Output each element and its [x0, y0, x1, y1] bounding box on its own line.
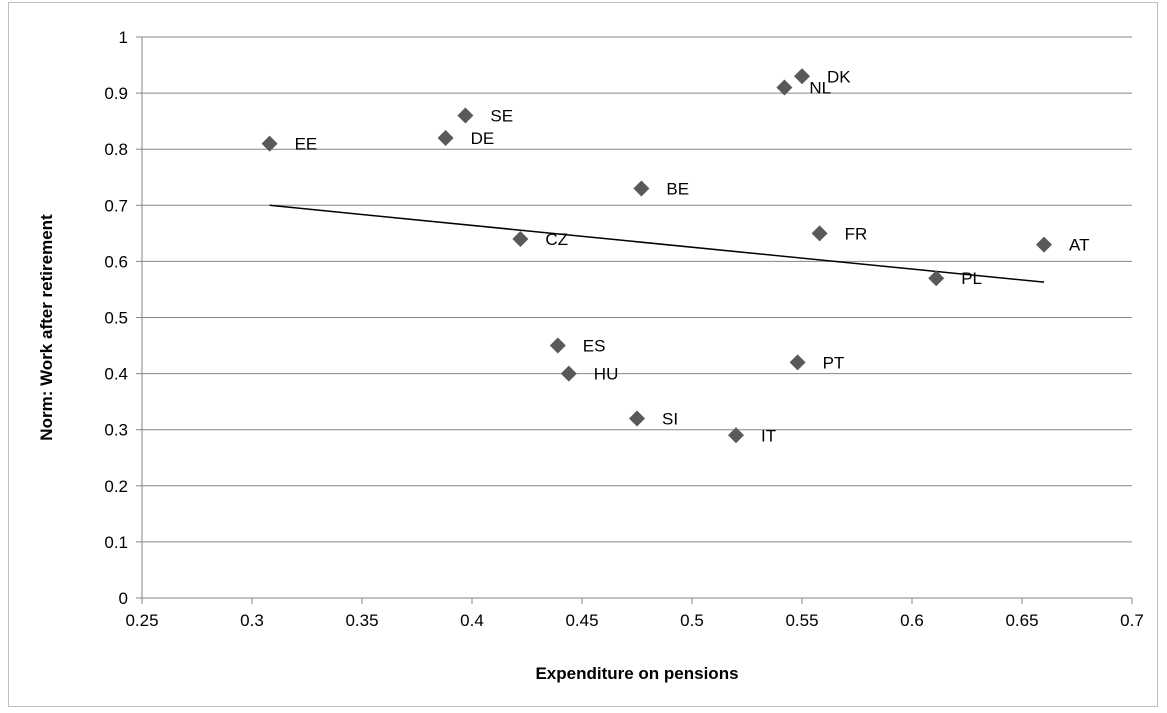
x-axis-title: Expenditure on pensions: [535, 664, 738, 683]
x-tick-label: 0.4: [460, 611, 484, 630]
data-point-fr: [811, 225, 828, 242]
y-tick-label: 0.4: [104, 365, 128, 384]
data-point-si: [629, 410, 645, 427]
x-tick-label: 0.5: [680, 611, 704, 630]
point-label-cz: CZ: [545, 230, 568, 249]
data-point-it: [728, 427, 744, 444]
point-label-pl: PL: [961, 269, 982, 288]
data-point-ee: [261, 135, 278, 152]
y-tick-label: 0.6: [104, 252, 128, 271]
data-point-se: [457, 107, 474, 124]
point-label-fr: FR: [845, 224, 868, 243]
y-tick-label: 0.9: [104, 84, 128, 103]
data-point-pl: [928, 270, 945, 287]
y-tick-label: 0.8: [104, 140, 128, 159]
trendline-layer: [269, 204, 1045, 283]
data-point-de: [437, 129, 454, 146]
point-label-it: IT: [761, 426, 776, 445]
point-label-de: DE: [471, 129, 495, 148]
y-axis-title: Norm: Work after retirement: [37, 214, 56, 441]
data-point-at: [1036, 236, 1052, 253]
data-point-cz: [512, 230, 529, 247]
y-tick-label: 0.3: [104, 421, 128, 440]
point-label-nl: NL: [809, 78, 831, 97]
x-tick-label: 0.65: [1005, 611, 1038, 630]
chart-frame: [8, 2, 1158, 707]
y-tick-label: 0.7: [104, 196, 128, 215]
point-label-dk: DK: [827, 67, 851, 86]
point-label-be: BE: [666, 179, 689, 198]
data-point-nl: [776, 79, 793, 96]
data-point-pt: [789, 354, 806, 371]
data-point-hu: [560, 365, 577, 382]
point-label-si: SI: [662, 409, 678, 428]
point-label-hu: HU: [594, 365, 619, 384]
x-tick-label: 0.35: [345, 611, 378, 630]
point-label-pt: PT: [823, 353, 845, 372]
point-label-ee: EE: [295, 135, 318, 154]
x-tick-label: 0.55: [785, 611, 818, 630]
x-tick-label: 0.7: [1120, 611, 1144, 630]
data-point-be: [633, 180, 650, 197]
point-label-se: SE: [490, 107, 513, 126]
x-tick-label: 0.45: [565, 611, 598, 630]
axes: 0 0.1 0.2 0.3 0.4 0.5 0.6 0.7 0.8 0.9 1 0.25 0.3 0.35…: [104, 28, 1143, 630]
data-point-es: [549, 337, 566, 354]
y-tick-label: 0.5: [104, 309, 128, 328]
y-tick-label: 1: [119, 28, 128, 47]
point-label-es: ES: [583, 337, 606, 356]
point-label-at: AT: [1069, 236, 1089, 255]
x-tick-label: 0.3: [240, 611, 264, 630]
trendline: [269, 204, 1045, 283]
y-tick-label: 0.2: [104, 477, 128, 496]
y-tick-label: 0: [119, 589, 128, 608]
x-tick-label: 0.6: [900, 611, 924, 630]
y-tick-label: 0.1: [104, 533, 128, 552]
x-tick-label: 0.25: [125, 611, 158, 630]
grid-lines: [142, 36, 1132, 543]
data-point-dk: [794, 68, 810, 85]
